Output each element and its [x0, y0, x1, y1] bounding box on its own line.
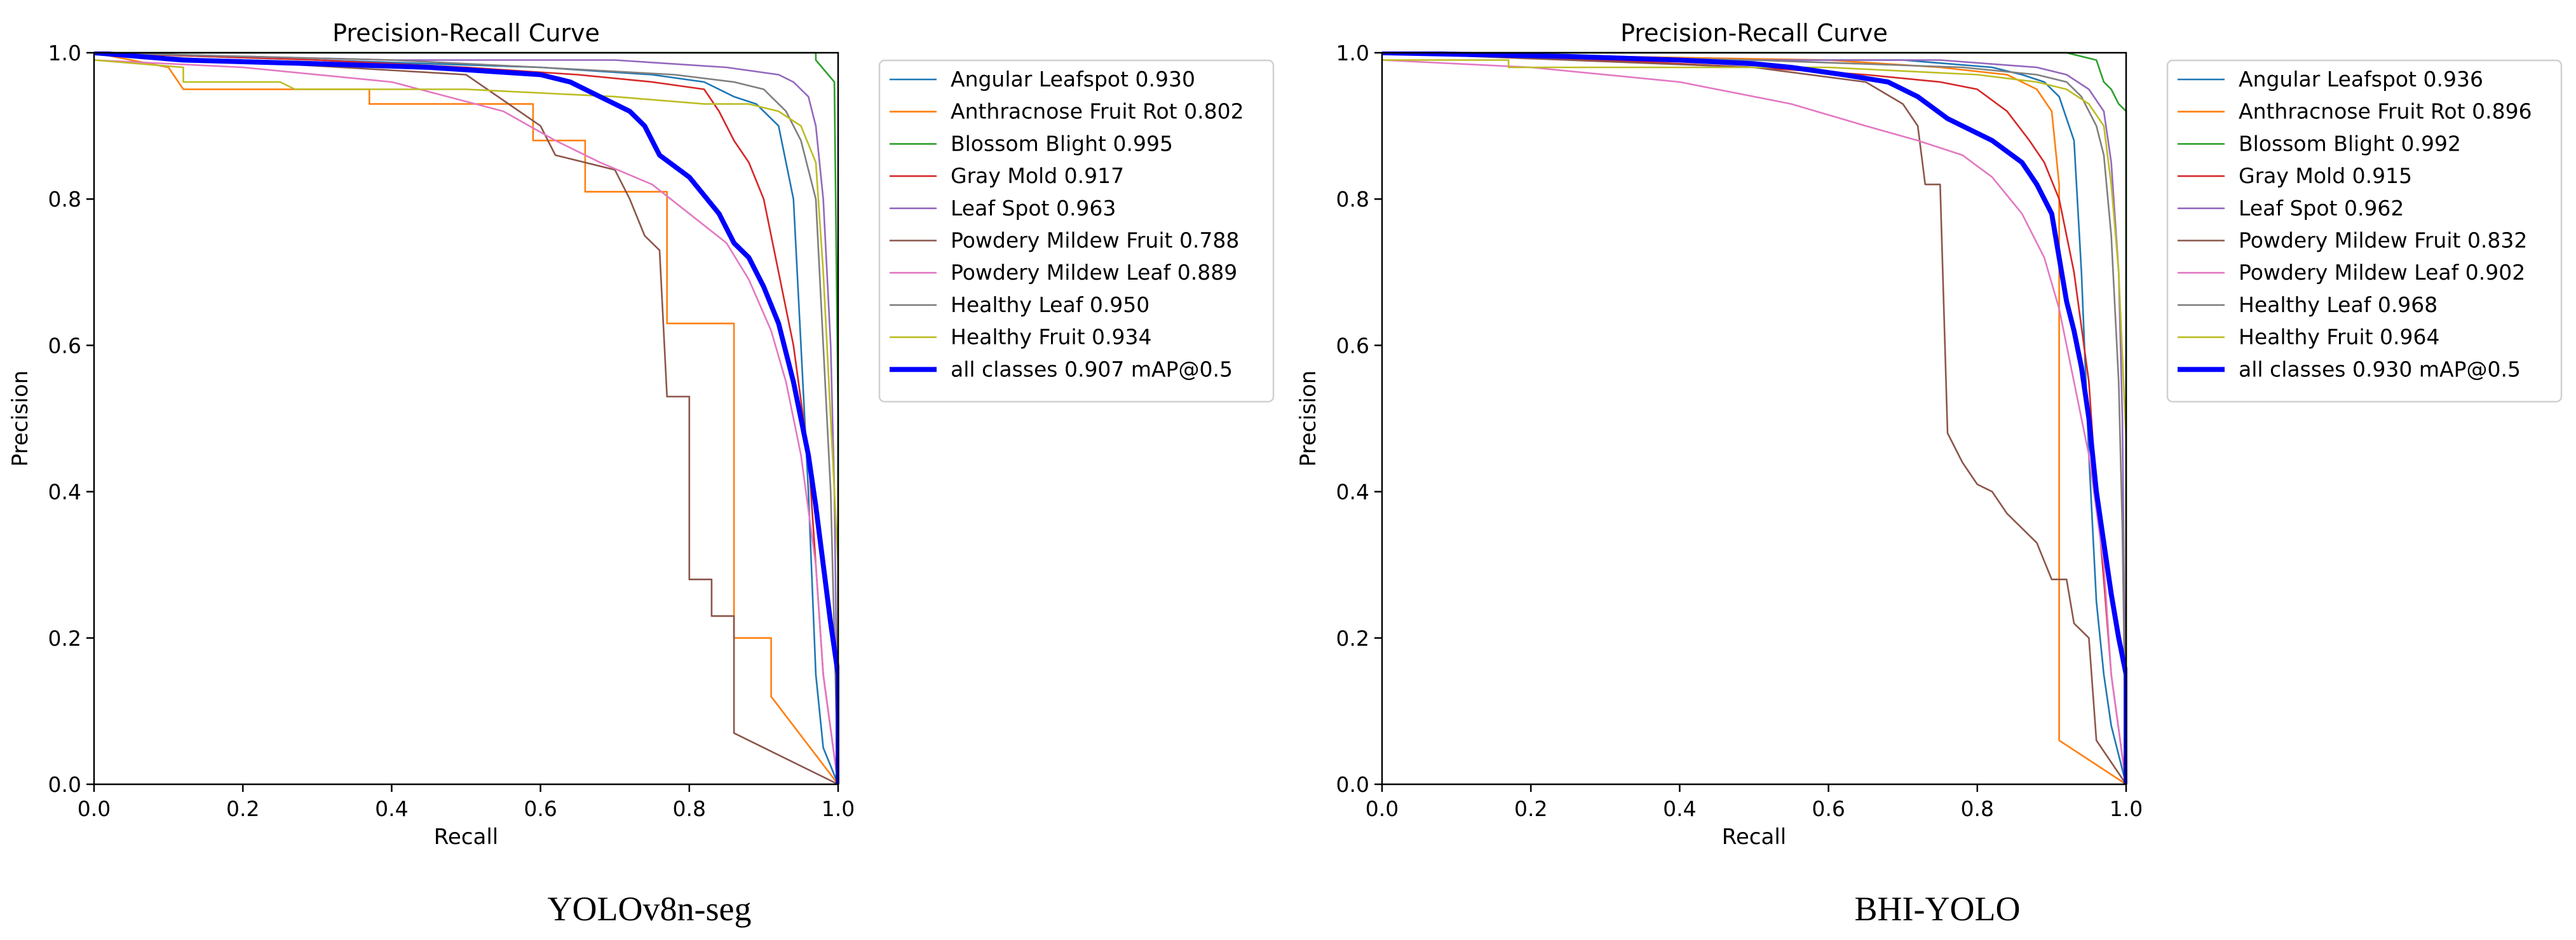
legend: Angular Leafspot 0.936 Anthracnose Fruit …: [2166, 59, 2563, 403]
x-tick-label: 0.0: [1366, 796, 1399, 821]
series-line-healthy-fruit: [93, 59, 839, 784]
x-tick-label: 0.8: [1961, 796, 1994, 821]
series-line-powdery-mildew-leaf: [1381, 59, 2127, 785]
series-line-angular-leafspot: [1381, 51, 2127, 785]
x-tick-label: 0.8: [673, 796, 706, 821]
y-tick-label: 0.4: [1336, 480, 1369, 505]
legend-entry-powdery-mildew-leaf: Powdery Mildew Leaf 0.889: [951, 260, 1237, 285]
legend-entry-gray-mold: Gray Mold 0.917: [951, 163, 1124, 188]
series-line-gray-mold: [93, 51, 839, 785]
series-line-angular-leafspot: [93, 51, 839, 785]
series-line-anthracnose-fruit-rot: [93, 51, 839, 785]
y-tick-label: 0.6: [48, 333, 81, 358]
x-axis-label: Recall: [434, 824, 498, 850]
y-tick-label: 0.0: [1336, 772, 1369, 797]
x-tick-label: 1.0: [2110, 796, 2143, 821]
legend: Angular Leafspot 0.930 Anthracnose Fruit …: [878, 59, 1275, 403]
legend-entry-angular-leafspot: Angular Leafspot 0.930: [951, 67, 1195, 92]
legend-entry-all-classes: all classes 0.907 mAP@0.5: [951, 357, 1233, 381]
legend-box: [2166, 59, 2563, 403]
x-tick-label: 0.0: [78, 796, 111, 821]
legend-entry-gray-mold: Gray Mold 0.915: [2239, 163, 2412, 188]
series-line-healthy-fruit: [1382, 59, 2127, 784]
series-line-all-classes: [1381, 51, 2127, 784]
legend-entry-powdery-mildew-fruit: Powdery Mildew Fruit 0.832: [2239, 228, 2527, 253]
legend-entry-anthracnose-fruit-rot: Anthracnose Fruit Rot 0.802: [951, 99, 1244, 124]
y-tick-label: 0.2: [48, 626, 81, 651]
series-line-blossom-blight: [1382, 51, 2127, 784]
legend-entry-healthy-leaf: Healthy Leaf 0.950: [951, 292, 1149, 317]
chart-2: Precision-Recall Curve 0.0 0.2 0.4 0.6 0.8 1.0…: [1296, 19, 2563, 928]
legend-box: [878, 59, 1275, 403]
legend-entry-powdery-mildew-fruit: Powdery Mildew Fruit 0.788: [951, 228, 1239, 253]
legend-entry-all-classes: all classes 0.930 mAP@0.5: [2239, 357, 2521, 381]
panel-caption: YOLOv8n-seg: [548, 890, 752, 928]
y-tick-label: 1.0: [48, 41, 81, 65]
series-line-powdery-mildew-fruit: [93, 51, 839, 786]
y-tick-label: 0.4: [48, 480, 81, 505]
chart-title: Precision-Recall Curve: [1620, 19, 1888, 47]
chart-1: Precision-Recall Curve 0.0 0.2 0.4 0.6 0.8 1.0…: [8, 19, 1275, 928]
x-tick-label: 0.4: [1663, 796, 1696, 821]
series-lines: [93, 51, 839, 786]
legend-entry-anthracnose-fruit-rot: Anthracnose Fruit Rot 0.896: [2239, 99, 2532, 124]
plot-frame: [93, 51, 839, 786]
series-line-powdery-mildew-leaf: [93, 59, 839, 785]
series-line-healthy-leaf: [1381, 51, 2127, 785]
panel-caption: BHI-YOLO: [1855, 890, 2021, 928]
y-tick-label: 0.2: [1336, 626, 1369, 651]
y-tick-label: 0.8: [1336, 187, 1369, 212]
x-tick-label: 0.4: [375, 796, 408, 821]
series-lines: [1381, 51, 2127, 786]
y-tick-label: 0.6: [1336, 333, 1369, 358]
x-tick-label: 0.2: [1514, 796, 1547, 821]
y-axis-label: Precision: [8, 371, 33, 467]
series-line-healthy-leaf: [93, 51, 839, 785]
y-tick-label: 1.0: [1336, 41, 1369, 65]
legend-entry-leaf-spot: Leaf Spot 0.962: [2239, 196, 2404, 221]
legend-entry-healthy-leaf: Healthy Leaf 0.968: [2239, 292, 2437, 317]
series-line-gray-mold: [1381, 51, 2127, 785]
series-line-leaf-spot: [1381, 51, 2127, 785]
x-tick-label: 0.6: [1812, 796, 1845, 821]
y-axis-label: Precision: [1296, 371, 1321, 467]
x-tick-label: 0.2: [226, 796, 259, 821]
x-tick-label: 0.6: [524, 796, 557, 821]
series-line-all-classes: [93, 51, 839, 784]
legend-entry-blossom-blight: Blossom Blight 0.992: [2239, 131, 2461, 156]
legend-entry-healthy-fruit: Healthy Fruit 0.964: [2239, 325, 2440, 350]
y-tick-label: 0.8: [48, 187, 81, 212]
series-line-powdery-mildew-fruit: [1381, 51, 2127, 785]
legend-entry-angular-leafspot: Angular Leafspot 0.936: [2239, 67, 2483, 92]
chart-title: Precision-Recall Curve: [332, 19, 600, 47]
series-line-blossom-blight: [94, 51, 839, 784]
legend-entry-healthy-fruit: Healthy Fruit 0.934: [951, 325, 1152, 350]
x-tick-label: 1.0: [822, 796, 855, 821]
y-tick-label: 0.0: [48, 772, 81, 797]
plot-frame: [1381, 51, 2127, 786]
x-axis-label: Recall: [1722, 824, 1786, 850]
series-line-leaf-spot: [93, 51, 839, 785]
legend-entry-powdery-mildew-leaf: Powdery Mildew Leaf 0.902: [2239, 260, 2525, 285]
series-line-anthracnose-fruit-rot: [1381, 51, 2127, 786]
legend-entry-leaf-spot: Leaf Spot 0.963: [951, 196, 1116, 221]
legend-entry-blossom-blight: Blossom Blight 0.995: [951, 131, 1173, 156]
